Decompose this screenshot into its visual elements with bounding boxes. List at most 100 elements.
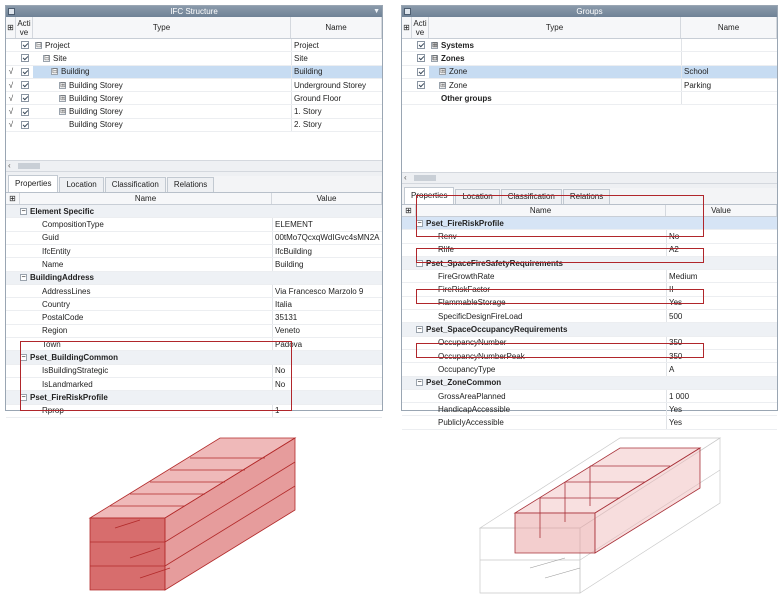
- column-name-header[interactable]: Name: [291, 17, 382, 38]
- expander-icon[interactable]: ⊞: [439, 68, 446, 76]
- property-row[interactable]: CompositionType ELEMENT: [6, 218, 382, 232]
- property-value[interactable]: 350: [666, 336, 777, 349]
- property-value[interactable]: No: [272, 377, 382, 391]
- group-row[interactable]: ⊞ Systems: [402, 39, 777, 53]
- property-row[interactable]: Guid 00tMo7QcxqWdIGvc4sMN2A: [6, 231, 382, 245]
- expander-icon[interactable]: ⊟: [431, 54, 438, 62]
- property-row[interactable]: OccupancyType A: [402, 363, 777, 377]
- tab-location[interactable]: Location: [455, 189, 500, 204]
- property-row[interactable]: IsLandmarked No: [6, 377, 382, 392]
- property-value[interactable]: Medium: [666, 270, 777, 283]
- group-row[interactable]: ⊞ Zone School: [402, 65, 777, 79]
- property-value[interactable]: 00tMo7QcxqWdIGvc4sMN2A: [272, 231, 382, 244]
- collapse-icon[interactable]: −: [416, 326, 423, 334]
- tab-properties[interactable]: Properties: [404, 187, 455, 204]
- active-checkbox[interactable]: [20, 54, 29, 63]
- column-active-header[interactable]: Acti ve: [16, 17, 33, 38]
- property-row[interactable]: Renv No: [402, 230, 777, 244]
- tree-row[interactable]: √ ⊞ Building Storey 1. Story: [6, 105, 382, 119]
- column-type-header[interactable]: Type: [429, 17, 681, 38]
- property-group-row[interactable]: − Element Specific: [6, 205, 382, 219]
- property-value-header[interactable]: Value: [272, 193, 382, 205]
- splitter[interactable]: [6, 171, 382, 177]
- property-value[interactable]: II: [666, 283, 777, 296]
- property-row[interactable]: Region Veneto: [6, 324, 382, 339]
- property-value[interactable]: 350: [666, 349, 777, 363]
- tab-relations[interactable]: Relations: [562, 189, 611, 204]
- column-type-header[interactable]: Type: [33, 17, 291, 38]
- column-chooser-icon[interactable]: ⊞: [6, 17, 16, 38]
- collapse-icon[interactable]: −: [416, 259, 423, 267]
- property-value[interactable]: 500: [666, 310, 777, 323]
- property-group-row[interactable]: − Pset_SpaceOccupancyRequirements: [402, 323, 777, 337]
- tab-location[interactable]: Location: [59, 177, 104, 193]
- property-value[interactable]: A: [666, 363, 777, 376]
- property-row[interactable]: IfcEntity IfcBuilding: [6, 244, 382, 259]
- expander-icon[interactable]: ⊟: [43, 54, 50, 62]
- property-row[interactable]: Rlife A2: [402, 243, 777, 257]
- property-row[interactable]: Country Italia: [6, 298, 382, 312]
- expander-icon[interactable]: ⊞: [59, 94, 66, 102]
- property-value[interactable]: No: [666, 230, 777, 243]
- property-row[interactable]: PostalCode 35131: [6, 311, 382, 325]
- property-group-row[interactable]: − Pset_ZoneCommon: [402, 376, 777, 390]
- horizontal-scrollbar[interactable]: ‹: [402, 172, 777, 183]
- property-row[interactable]: FlammableStorage Yes: [402, 296, 777, 311]
- property-name-header[interactable]: Name: [416, 205, 666, 216]
- tree-row[interactable]: √ ⊟ Building Building: [6, 65, 382, 79]
- property-value[interactable]: Yes: [666, 403, 777, 416]
- collapse-icon[interactable]: −: [20, 274, 27, 282]
- tree-row[interactable]: √ Building Storey 2. Story: [6, 118, 382, 133]
- group-row[interactable]: Other groups: [402, 92, 777, 106]
- active-checkbox[interactable]: [20, 120, 29, 129]
- property-value[interactable]: ELEMENT: [272, 218, 382, 231]
- scroll-left-icon[interactable]: ‹: [8, 161, 11, 171]
- tab-relations[interactable]: Relations: [166, 177, 215, 193]
- property-row[interactable]: Rprop 1: [6, 404, 382, 418]
- group-row[interactable]: ⊟ Zones: [402, 52, 777, 66]
- collapse-icon[interactable]: −: [20, 353, 27, 361]
- expander-icon[interactable]: ⊟: [51, 68, 58, 76]
- horizontal-scrollbar[interactable]: ‹: [6, 160, 382, 172]
- tree-row[interactable]: √ ⊞ Building Storey Underground Storey: [6, 78, 382, 93]
- active-checkbox[interactable]: [20, 107, 29, 116]
- active-checkbox[interactable]: [416, 67, 425, 76]
- property-row[interactable]: AddressLines Via Francesco Marzolo 9: [6, 284, 382, 299]
- property-group-row[interactable]: − BuildingAddress: [6, 271, 382, 285]
- property-group-row[interactable]: − Pset_FireRiskProfile: [402, 217, 777, 231]
- property-value[interactable]: Padova: [272, 338, 382, 351]
- active-checkbox[interactable]: [416, 81, 425, 90]
- property-row[interactable]: FireGrowthRate Medium: [402, 270, 777, 284]
- property-value[interactable]: Italia: [272, 298, 382, 311]
- active-checkbox[interactable]: [20, 41, 29, 50]
- tree-row[interactable]: ⊟ Project Project: [6, 39, 382, 53]
- property-value[interactable]: 1: [272, 404, 382, 417]
- grid-options-icon[interactable]: ⊞: [402, 205, 416, 216]
- tab-classification[interactable]: Classification: [500, 189, 562, 204]
- property-value[interactable]: Veneto: [272, 324, 382, 338]
- property-row[interactable]: FireRiskFactor II: [402, 283, 777, 297]
- pin-icon[interactable]: [404, 8, 411, 15]
- collapse-icon[interactable]: −: [416, 219, 423, 227]
- property-value-header[interactable]: Value: [666, 205, 777, 216]
- active-checkbox[interactable]: [20, 67, 29, 76]
- property-value[interactable]: Yes: [666, 416, 777, 429]
- expander-icon[interactable]: ⊞: [59, 108, 66, 116]
- property-value[interactable]: A2: [666, 243, 777, 256]
- scroll-thumb[interactable]: [414, 175, 436, 181]
- property-row[interactable]: GrossAreaPlanned 1 000: [402, 389, 777, 404]
- splitter[interactable]: [402, 183, 777, 188]
- tab-properties[interactable]: Properties: [8, 175, 59, 193]
- property-row[interactable]: Town Padova: [6, 338, 382, 352]
- tab-classification[interactable]: Classification: [104, 177, 166, 193]
- property-group-row[interactable]: − Pset_BuildingCommon: [6, 351, 382, 365]
- property-row[interactable]: HandicapAccessible Yes: [402, 403, 777, 417]
- property-row[interactable]: PubliclyAccessible Yes: [402, 416, 777, 430]
- property-row[interactable]: OccupancyNumber 350: [402, 336, 777, 350]
- expander-icon[interactable]: ⊞: [59, 81, 66, 89]
- property-value[interactable]: No: [272, 364, 382, 377]
- pin-icon[interactable]: [8, 8, 15, 15]
- column-name-header[interactable]: Name: [681, 17, 777, 38]
- property-row[interactable]: Name Building: [6, 258, 382, 272]
- tree-row[interactable]: √ ⊞ Building Storey Ground Floor: [6, 92, 382, 106]
